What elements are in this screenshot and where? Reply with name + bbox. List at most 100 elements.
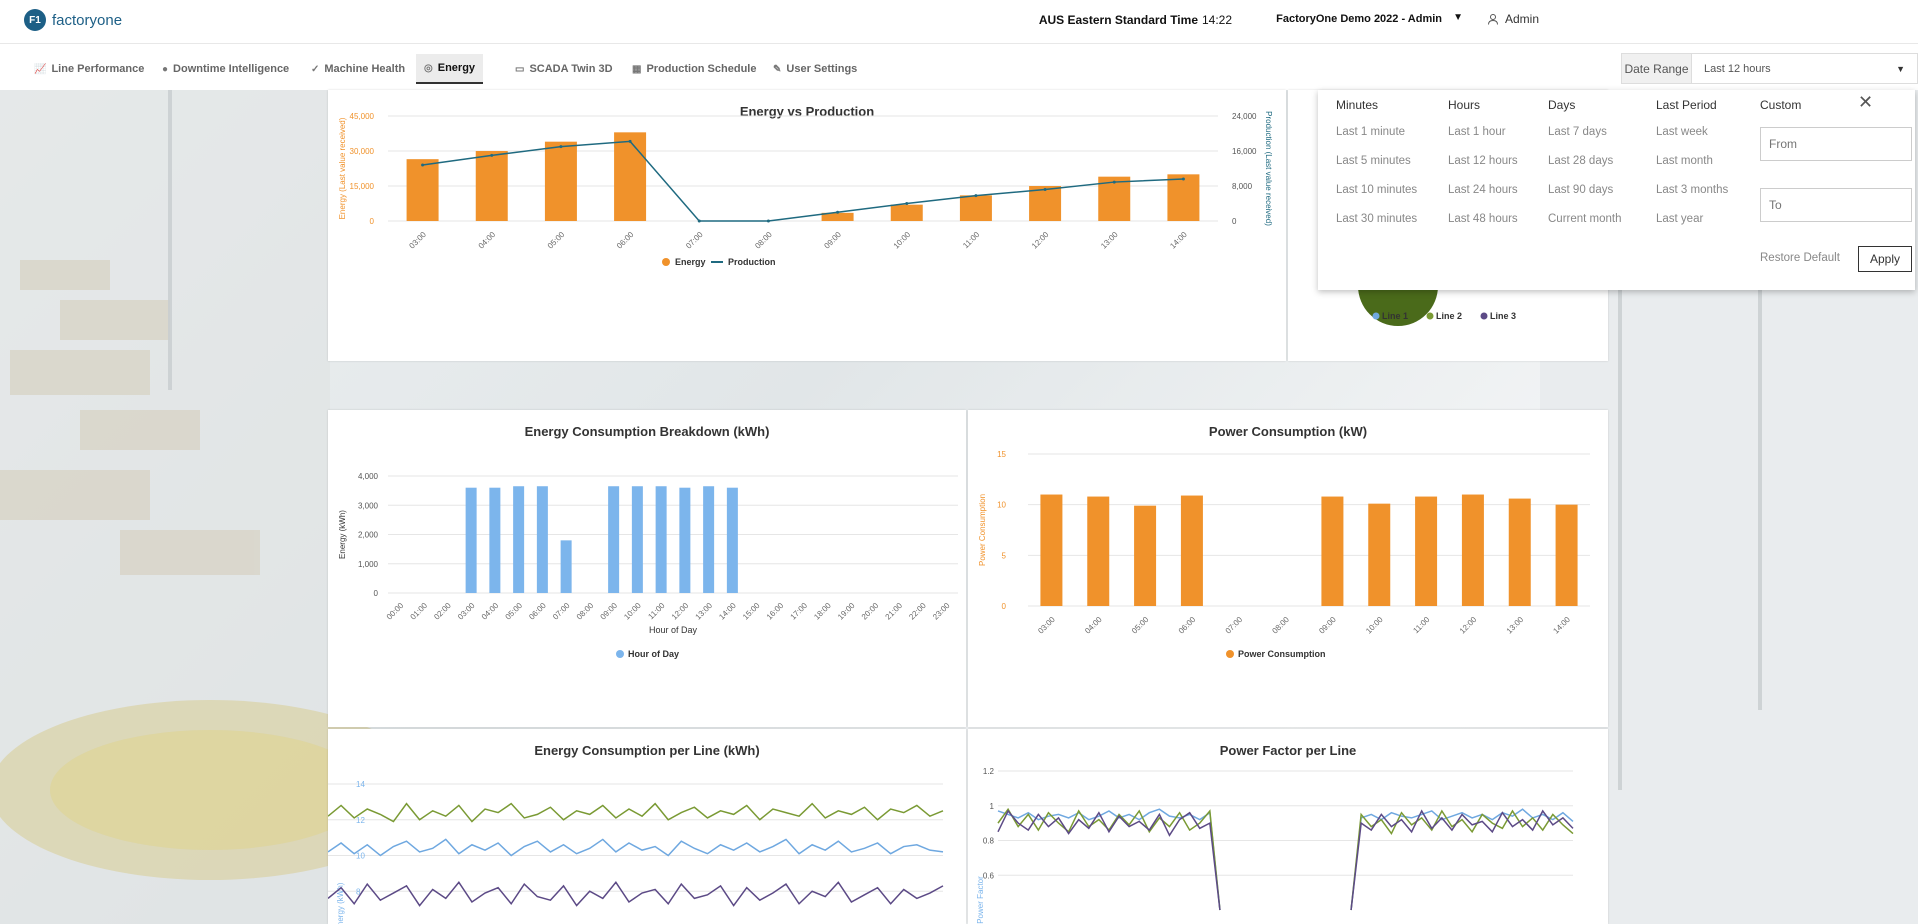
x-tick: 21:00 (884, 601, 905, 622)
option-last-year[interactable]: Last year (1656, 213, 1704, 225)
tab-energy[interactable]: ◎ Energy (416, 54, 484, 84)
column-header: Minutes (1336, 98, 1379, 112)
x-tick: 06:00 (527, 601, 548, 622)
caret-down-icon[interactable]: ▼ (1453, 12, 1463, 23)
x-tick: 05:00 (504, 601, 525, 622)
last-period-column: Last Period Last week Last month Last 3 … (1656, 98, 1728, 242)
energy-vs-production-chart: 0 15,000 30,000 45,000 0 8,000 16,000 24,000 Ene… (338, 111, 1273, 267)
energy-bar (631, 486, 643, 593)
monitor-icon: ▭ (515, 63, 525, 75)
power-bar (1555, 504, 1578, 606)
chart-title: Energy vs Production (739, 104, 875, 119)
x-tick: 14:00 (1551, 615, 1572, 636)
option-last-30-minutes[interactable]: Last 30 minutes (1336, 213, 1418, 225)
power-factor-panel: Power Factor per Line 0.6 0.8 1 1.2 Power Fa… (968, 729, 1608, 924)
power-bar (1087, 496, 1110, 606)
y-tick: 10 (997, 501, 1006, 510)
x-tick: 06:00 (1177, 615, 1198, 636)
y-tick: 0 (374, 589, 379, 598)
chart-title: Energy Consumption per Line (kWh) (534, 743, 760, 758)
tab-user-settings[interactable]: ✎ User Settings (765, 54, 865, 84)
option-last-3-months[interactable]: Last 3 months (1656, 184, 1729, 196)
y-tick: 0 (1002, 602, 1007, 611)
option-last-1-minute[interactable]: Last 1 minute (1336, 126, 1406, 138)
apply-button[interactable]: Apply (1858, 246, 1912, 272)
tab-production-schedule[interactable]: ▦ Production Schedule (624, 54, 764, 84)
line-series (997, 807, 1221, 911)
x-tick: 00:00 (385, 601, 406, 622)
x-tick: 08:00 (575, 601, 596, 622)
x-tick: 17:00 (789, 601, 810, 622)
custom-column: Custom (1760, 98, 1801, 126)
chart-line-icon: 📈 (34, 63, 47, 75)
x-tick: 23:00 (931, 601, 952, 622)
power-bar (1508, 498, 1531, 606)
energy-bar (513, 486, 525, 593)
energy-bar (489, 487, 501, 593)
y-axis-label: Energy (kWh) (338, 510, 347, 559)
to-date-input[interactable] (1760, 188, 1912, 222)
tenant-selector[interactable]: FactoryOne Demo 2022 - Admin (1276, 13, 1442, 25)
energy-bar (560, 540, 572, 593)
energy-bar (890, 204, 923, 221)
x-tick: 03:00 (407, 230, 428, 251)
x-tick: 08:00 (1270, 615, 1291, 636)
legend-label: Line 2 (1436, 311, 1462, 321)
y-tick: 0.8 (983, 837, 995, 846)
option-last-12-hours[interactable]: Last 12 hours (1448, 155, 1518, 167)
app-logo[interactable]: F1 factoryone (24, 9, 122, 31)
option-last-7-days[interactable]: Last 7 days (1548, 126, 1607, 138)
option-last-24-hours[interactable]: Last 24 hours (1448, 184, 1518, 196)
energy-bar (1029, 186, 1062, 221)
calendar-icon: ▦ (632, 63, 642, 75)
date-range-popover: Minutes Last 1 minute Last 5 minutes Las… (1318, 90, 1915, 290)
tab-line-performance[interactable]: 📈 Line Performance (26, 54, 152, 84)
tab-scada-twin-3d[interactable]: ▭ SCADA Twin 3D (507, 54, 621, 84)
x-tick: 10:00 (892, 230, 913, 251)
user-name: Admin (1504, 12, 1539, 26)
production-point (490, 153, 494, 157)
logo-text: factoryone (52, 11, 123, 29)
production-point (905, 202, 909, 205)
x-tick: 18:00 (812, 601, 833, 622)
option-last-1-hour[interactable]: Last 1 hour (1448, 126, 1506, 138)
x-tick: 01:00 (409, 601, 430, 622)
y-tick: 4,000 (358, 472, 379, 481)
power-consumption-chart: 0 5 10 15 Power Consumption 03:00 04:00 05:00 06… (978, 450, 1590, 659)
y-tick: 3,000 (358, 501, 379, 510)
option-last-28-days[interactable]: Last 28 days (1548, 155, 1614, 167)
option-last-week[interactable]: Last week (1656, 126, 1708, 138)
chart-title: Power Factor per Line (1219, 743, 1357, 758)
x-tick: 05:00 (1130, 615, 1151, 636)
option-current-month[interactable]: Current month (1548, 213, 1622, 225)
energy-bar (679, 487, 691, 593)
tab-machine-health[interactable]: ✓ Machine Health (303, 54, 413, 84)
energy-bar (959, 195, 992, 221)
line-series (1350, 808, 1574, 911)
option-last-month[interactable]: Last month (1656, 155, 1713, 167)
y-right-tick: 0 (1232, 217, 1237, 226)
from-date-input[interactable] (1760, 127, 1912, 161)
production-point (421, 163, 425, 167)
tab-downtime-intelligence[interactable]: ● Downtime Intelligence (154, 54, 297, 84)
x-tick: 02:00 (432, 601, 453, 622)
close-icon[interactable]: ✕ (1858, 92, 1874, 112)
y-left-tick: 0 (370, 217, 375, 226)
x-tick: 19:00 (836, 601, 857, 622)
production-point (559, 145, 563, 149)
option-last-10-minutes[interactable]: Last 10 minutes (1336, 184, 1418, 196)
option-last-90-days[interactable]: Last 90 days (1548, 184, 1614, 196)
option-last-5-minutes[interactable]: Last 5 minutes (1336, 155, 1411, 167)
user-menu[interactable]: Admin (1487, 12, 1539, 26)
energy-bar (703, 486, 715, 593)
date-range-select[interactable]: Last 12 hours ▼ (1692, 53, 1918, 84)
x-tick: 20:00 (860, 601, 881, 622)
energy-bar (821, 212, 854, 221)
y-tick: 1 (990, 802, 995, 811)
option-last-48-hours[interactable]: Last 48 hours (1448, 213, 1518, 225)
restore-default-button[interactable]: Restore Default (1760, 252, 1840, 264)
y-tick: 0.6 (983, 871, 995, 880)
x-tick: 10:00 (1364, 615, 1385, 636)
line-series (328, 802, 944, 823)
legend-marker (1372, 312, 1380, 320)
